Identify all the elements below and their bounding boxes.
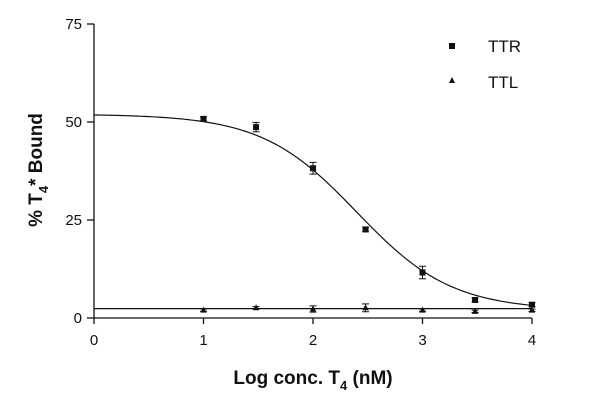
fit-curve-ttr bbox=[93, 114, 533, 306]
x-tick-label: 3 bbox=[418, 332, 426, 349]
y-axis-title-subscript: 4 bbox=[36, 185, 51, 193]
plot-area: 0 25 50 75 0 1 2 3 4 bbox=[65, 16, 536, 349]
x-axis-title-subscript: 4 bbox=[340, 378, 348, 393]
x-tick-label: 4 bbox=[528, 332, 536, 349]
data-point-ttl bbox=[419, 306, 426, 313]
x-axis-title: Log conc. T4 (nM) bbox=[233, 368, 392, 393]
data-point-ttl bbox=[471, 307, 479, 314]
x-tick-label: 2 bbox=[309, 332, 317, 349]
data-point-ttr bbox=[362, 226, 369, 233]
x-tick-label: 0 bbox=[90, 332, 98, 349]
x-tick-label: 1 bbox=[199, 332, 207, 349]
x-axis-title-main: Log conc. T bbox=[233, 368, 340, 389]
data-point-ttl bbox=[252, 304, 260, 311]
y-axis-title: % T4* Bound bbox=[26, 113, 51, 227]
data-point-ttl bbox=[309, 305, 317, 312]
legend: TTR TTL bbox=[449, 37, 521, 92]
data-point-ttr bbox=[200, 115, 207, 122]
legend-label-ttl: TTL bbox=[488, 73, 518, 92]
data-point-ttl bbox=[528, 306, 536, 313]
y-axis-title-main: % T bbox=[26, 193, 47, 227]
data-point-ttr bbox=[529, 301, 535, 308]
y-tick-label: 50 bbox=[65, 114, 82, 131]
data-point-ttr bbox=[419, 269, 426, 276]
data-point-ttr bbox=[253, 124, 260, 131]
legend-marker-ttl bbox=[449, 77, 455, 83]
y-tick-label: 25 bbox=[65, 212, 82, 229]
x-axis-title-unit: (nM) bbox=[347, 368, 392, 389]
y-tick-label: 75 bbox=[65, 16, 82, 33]
legend-label-ttr: TTR bbox=[488, 37, 521, 56]
legend-marker-ttr bbox=[449, 43, 455, 49]
data-point-ttl bbox=[200, 306, 207, 313]
data-point-ttl bbox=[362, 304, 369, 311]
y-axis-title-rest: * Bound bbox=[26, 113, 47, 186]
y-tick-label: 0 bbox=[74, 310, 82, 327]
data-point-ttr bbox=[472, 296, 479, 303]
data-point-ttr bbox=[310, 165, 316, 172]
